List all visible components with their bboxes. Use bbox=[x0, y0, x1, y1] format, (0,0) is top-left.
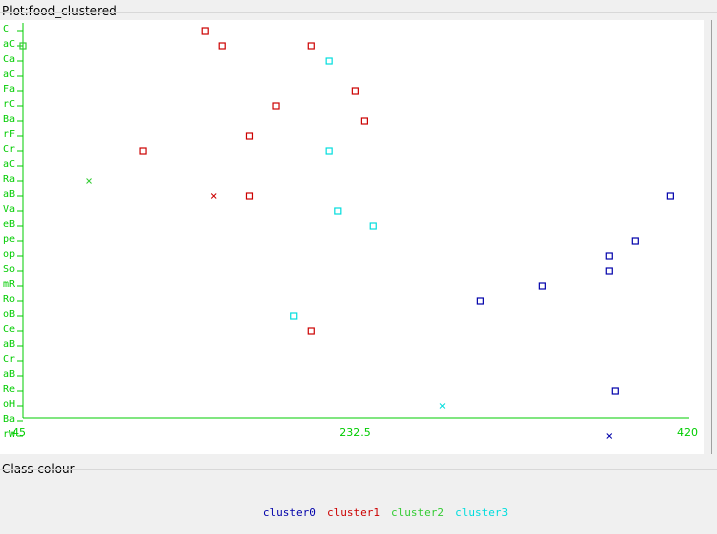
y-tick-label: aC bbox=[3, 159, 15, 170]
plot-panel-rule bbox=[0, 12, 717, 13]
point-cluster1 bbox=[307, 327, 315, 335]
plot-panel-title: Plot:food_clustered bbox=[2, 4, 117, 18]
y-tick-label: op bbox=[3, 249, 15, 260]
y-tick-label: aC bbox=[3, 39, 15, 50]
y-tick-label: Cr bbox=[3, 354, 15, 365]
y-tick-label: oH bbox=[3, 399, 15, 410]
y-tick-label: Ro bbox=[3, 294, 15, 305]
point-cluster1 bbox=[245, 132, 254, 140]
point-cluster1 bbox=[307, 42, 315, 50]
y-tick-label: rF bbox=[3, 129, 15, 140]
point-cluster0 bbox=[631, 237, 639, 245]
y-tick-label: aB bbox=[3, 339, 15, 350]
point-cluster2 bbox=[19, 42, 27, 50]
point-cluster0 bbox=[611, 387, 619, 395]
y-tick-label: Ce bbox=[3, 324, 15, 335]
y-tick-label: Ba bbox=[3, 414, 15, 425]
point-cluster1 bbox=[201, 27, 209, 35]
point-cluster0_cross bbox=[606, 433, 613, 439]
y-tick-label: Ra bbox=[3, 174, 15, 185]
y-tick-label: oB bbox=[3, 309, 15, 320]
point-cluster0 bbox=[605, 252, 613, 260]
x-tick-label: 45 bbox=[12, 426, 26, 439]
point-cluster1 bbox=[218, 42, 226, 50]
point-cluster1 bbox=[360, 117, 368, 125]
y-tick-label: Re bbox=[3, 384, 15, 395]
y-tick-label: rC bbox=[3, 99, 15, 110]
y-tick-label: aB bbox=[3, 189, 15, 200]
point-cluster2_cross bbox=[86, 178, 92, 184]
scatter-plot: CaC Ca aC Fa rC Ba rF Cr aC Ra aB Va eB pe op So mR Ro oB C… bbox=[3, 23, 698, 440]
point-cluster3 bbox=[325, 57, 333, 65]
y-tick-label: So bbox=[3, 264, 15, 275]
y-tick-label: Cr bbox=[3, 144, 15, 155]
point-cluster3_cross bbox=[439, 403, 446, 409]
y-tick-label: pe bbox=[3, 234, 15, 245]
y-tick-label: Ba bbox=[3, 114, 15, 125]
point-cluster0 bbox=[538, 282, 546, 290]
legend-cluster2[interactable]: cluster2 bbox=[391, 506, 445, 519]
point-cluster1_cross bbox=[210, 193, 217, 199]
y-tick-label: eB bbox=[3, 219, 15, 230]
vertical-scrollbar[interactable] bbox=[711, 20, 717, 454]
point-cluster1 bbox=[139, 147, 147, 155]
x-tick-label: 420 bbox=[677, 426, 698, 439]
point-cluster0 bbox=[605, 267, 613, 275]
y-tick-label: rW bbox=[3, 429, 16, 440]
point-cluster1 bbox=[245, 192, 254, 200]
point-cluster3 bbox=[334, 207, 342, 215]
x-tick-label: 232.5 bbox=[339, 426, 371, 439]
y-tick-label: Va bbox=[3, 204, 15, 215]
y-tick-label: aB bbox=[3, 369, 15, 380]
point-cluster3 bbox=[290, 312, 298, 320]
legend-cluster1[interactable]: cluster1 bbox=[326, 506, 380, 519]
point-cluster3 bbox=[325, 147, 333, 155]
point-cluster0 bbox=[476, 297, 484, 305]
y-tick-label: Ca bbox=[3, 54, 15, 65]
y-tick-label: Fa bbox=[3, 84, 15, 95]
legend-cluster3[interactable]: cluster3 bbox=[455, 506, 509, 519]
y-tick-label: aC bbox=[3, 69, 15, 80]
point-cluster1 bbox=[351, 87, 359, 95]
point-cluster3 bbox=[369, 222, 377, 230]
legend-cluster0[interactable]: cluster0 bbox=[262, 506, 316, 519]
point-cluster1 bbox=[272, 102, 280, 110]
y-tick-label: C bbox=[3, 24, 9, 35]
class-colour-legend: cluster0 cluster1 cluster2 cluster3 bbox=[0, 501, 717, 520]
point-cluster0 bbox=[666, 192, 674, 200]
y-tick-label: mR bbox=[3, 279, 16, 290]
class-colour-rule bbox=[0, 469, 717, 470]
